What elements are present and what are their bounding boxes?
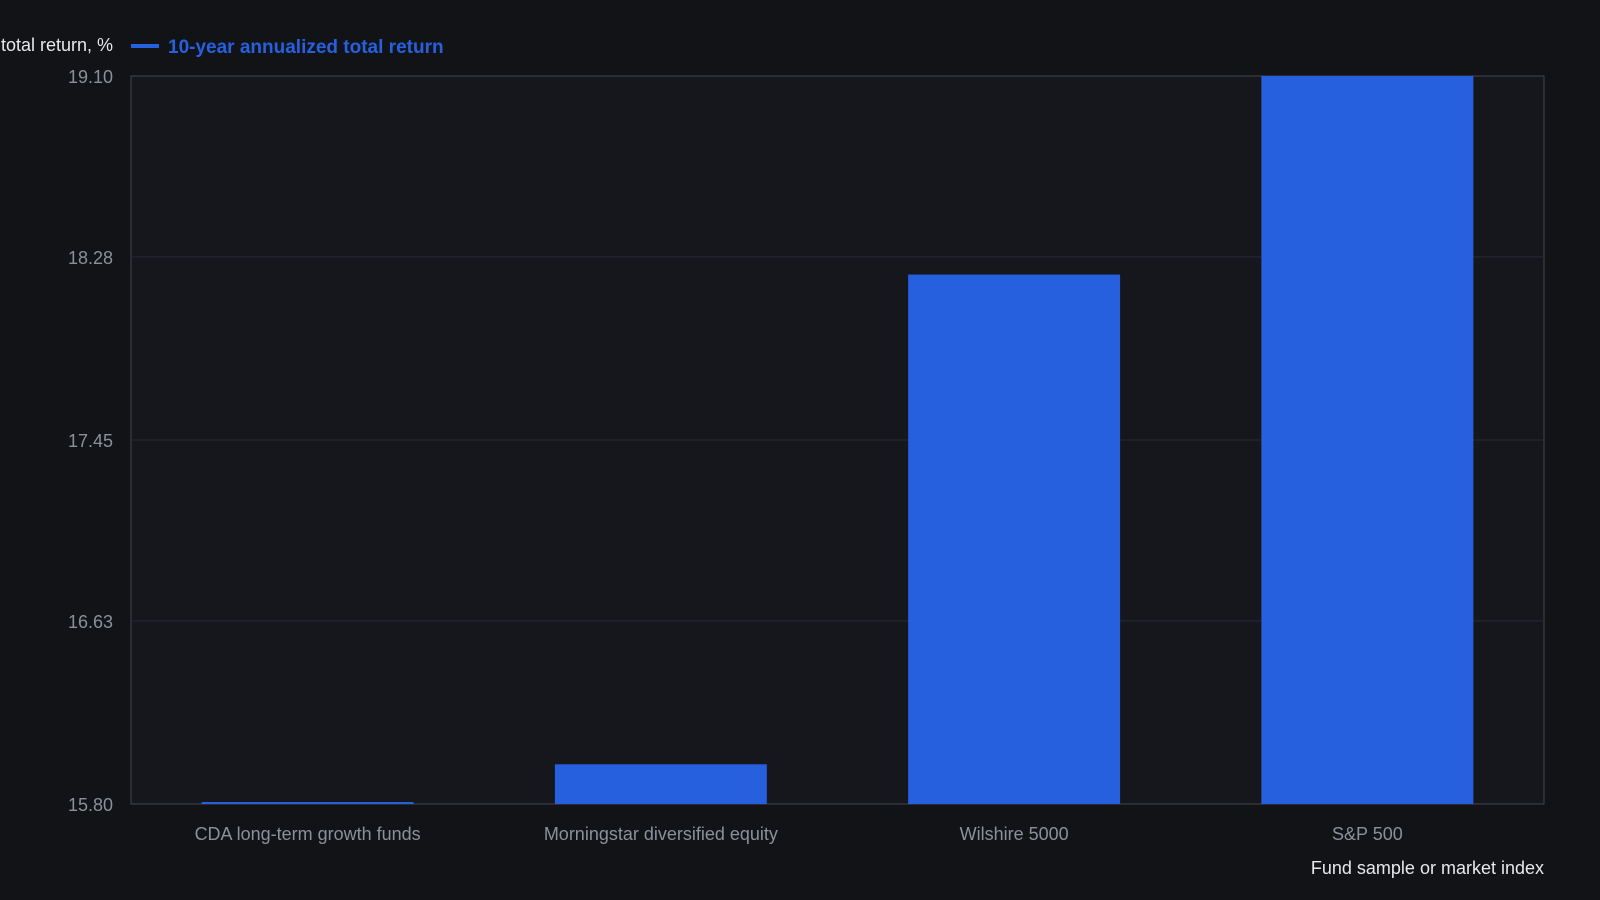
y-tick-label: 18.28 [68,248,113,268]
bar [908,274,1121,805]
bars [201,76,1474,805]
x-axis-label: Fund sample or market index [1311,858,1544,878]
x-axis-ticks: CDA long-term growth funds Morningstar di… [195,824,1403,844]
x-tick-label: Morningstar diversified equity [544,824,778,844]
y-axis-label: Annualized total return, % [0,35,113,55]
legend-label: 10-year annualized total return [168,37,444,58]
x-tick-label: Wilshire 5000 [960,824,1069,844]
y-tick-label: 19.10 [68,67,113,87]
y-tick-label: 15.80 [68,795,113,815]
legend: 10-year annualized total return [131,37,444,58]
x-tick-label: S&P 500 [1332,824,1403,844]
x-tick-label: CDA long-term growth funds [195,824,421,844]
bar [554,764,767,804]
y-tick-label: 16.63 [68,612,113,632]
bar [1261,76,1474,804]
y-tick-label: 17.45 [68,431,113,451]
y-axis-ticks: 15.80 16.63 17.45 18.28 19.10 [68,67,113,815]
bar [201,802,414,804]
